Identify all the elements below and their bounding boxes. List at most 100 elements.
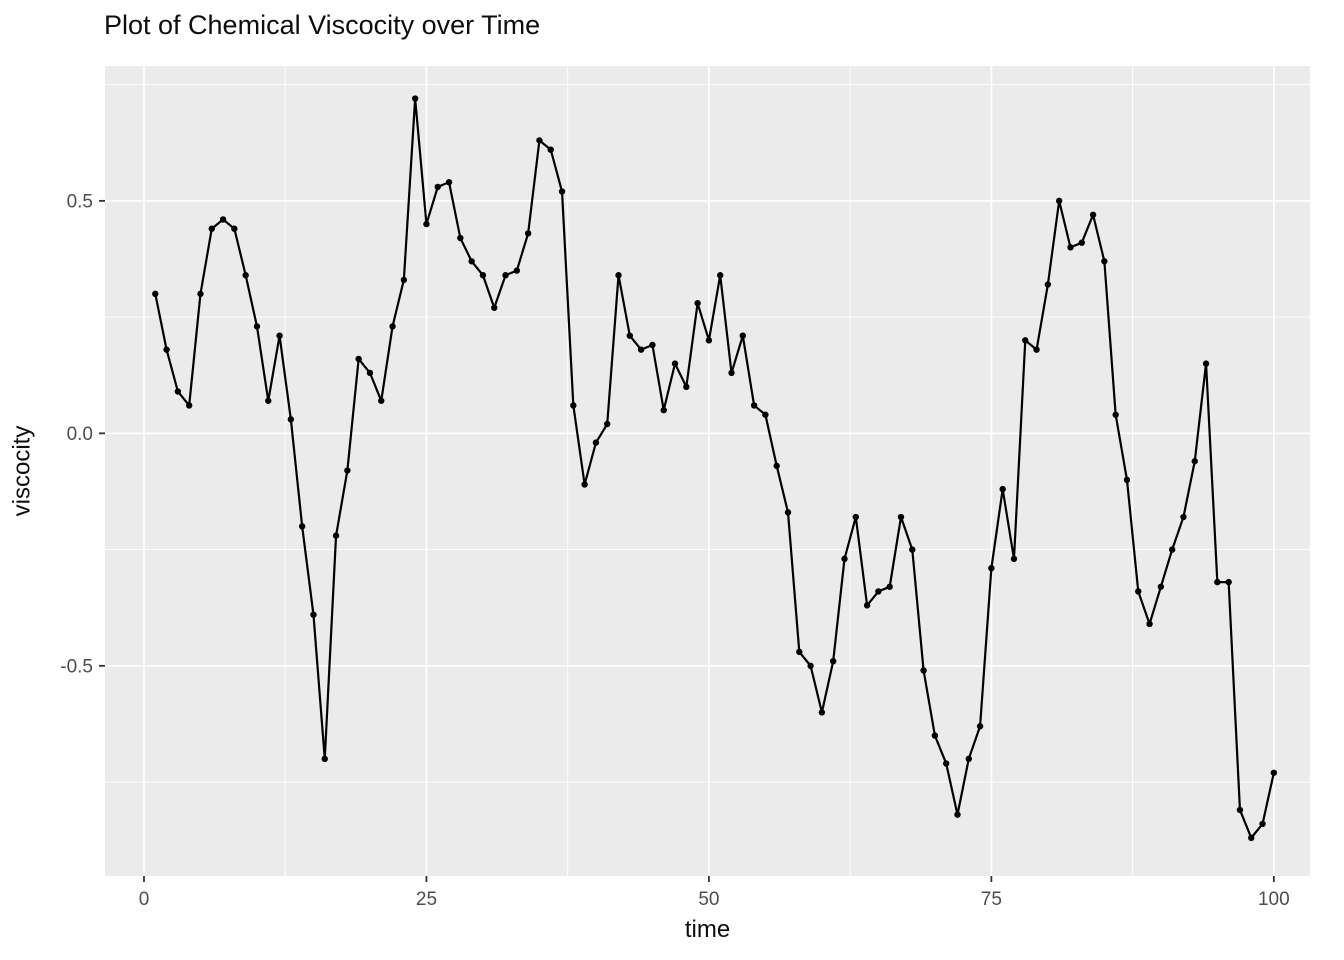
chart-title: Plot of Chemical Viscocity over Time: [104, 10, 541, 40]
data-point: [807, 662, 814, 670]
data-point: [942, 760, 950, 767]
data-point: [818, 709, 826, 716]
data-point: [796, 648, 803, 656]
y-axis-title-box: viscocity: [0, 66, 44, 876]
data-point: [581, 481, 588, 488]
x-tick-label: 75: [981, 889, 1002, 910]
data-point: [1259, 820, 1266, 828]
data-point: [1180, 513, 1187, 521]
data-point: [468, 258, 475, 265]
data-point: [1078, 239, 1085, 246]
data-point: [547, 146, 554, 153]
data-point: [615, 272, 622, 279]
x-axis-title: time: [684, 916, 731, 943]
data-point: [558, 188, 566, 195]
data-point: [502, 272, 509, 279]
data-point: [1010, 555, 1018, 563]
x-tick-label: 0: [139, 889, 150, 910]
data-point: [637, 346, 645, 353]
data-point: [366, 369, 374, 377]
data-point: [197, 290, 204, 298]
data-point: [321, 755, 328, 763]
data-point: [1101, 258, 1108, 265]
data-point: [999, 485, 1006, 493]
data-point: [231, 225, 238, 232]
data-point: [626, 332, 634, 339]
data-point: [954, 811, 961, 818]
data-point: [524, 230, 532, 237]
data-point: [1191, 458, 1198, 465]
data-point: [332, 532, 340, 539]
data-point: [457, 234, 464, 242]
data-point: [773, 462, 780, 470]
data-point: [1168, 546, 1176, 553]
data-point: [1270, 769, 1278, 776]
data-point: [152, 290, 159, 298]
data-point: [920, 667, 927, 674]
data-point: [931, 732, 939, 739]
data-point: [976, 723, 984, 730]
data-line: [154, 97, 1275, 839]
data-point: [1236, 806, 1244, 814]
data-point: [988, 564, 995, 572]
x-tick-label: 100: [1258, 889, 1290, 910]
data-point: [434, 183, 441, 191]
data-point: [1225, 578, 1232, 586]
data-point: [423, 220, 430, 228]
data-point: [1044, 281, 1052, 288]
data-point: [253, 323, 261, 330]
data-point: [400, 276, 408, 284]
data-point: [378, 397, 385, 404]
data-point: [1248, 834, 1255, 842]
data-point: [841, 555, 848, 563]
data-point: [491, 304, 498, 311]
y-tick-label: 0.5: [67, 191, 93, 212]
data-point: [592, 439, 600, 446]
data-point: [1067, 244, 1074, 251]
data-point: [1112, 411, 1119, 418]
x-tick-label: 25: [416, 889, 437, 910]
data-point: [287, 416, 295, 423]
data-point: [863, 602, 871, 609]
y-tick-label: 0.0: [67, 424, 93, 445]
data-point: [389, 323, 396, 330]
data-point: [1135, 588, 1142, 595]
data-point: [1033, 346, 1040, 353]
data-point: [1146, 620, 1153, 628]
data-point: [660, 406, 667, 414]
data-point: [694, 299, 701, 307]
data-point: [886, 583, 893, 590]
data-point: [445, 179, 453, 186]
data-point: [208, 225, 215, 232]
data-point: [513, 267, 521, 274]
data-point: [1157, 583, 1165, 590]
data-point: [355, 355, 362, 363]
data-point: [717, 272, 724, 279]
data-point: [739, 332, 747, 339]
data-point: [965, 755, 972, 763]
data-point: [829, 657, 837, 665]
data-point: [705, 337, 713, 344]
data-point: [265, 397, 272, 404]
x-tick-label: 50: [698, 889, 719, 910]
data-point: [219, 216, 227, 223]
data-point: [174, 388, 182, 395]
data-point: [1089, 211, 1097, 218]
data-point: [1022, 337, 1029, 344]
data-point: [784, 509, 792, 516]
data-point: [298, 523, 306, 530]
data-point: [1202, 360, 1210, 367]
data-point: [762, 411, 769, 418]
data-point: [344, 467, 351, 474]
data-point: [1055, 197, 1063, 205]
data-point: [242, 272, 249, 279]
data-point: [310, 611, 317, 618]
data-point: [411, 95, 419, 102]
data-point: [163, 346, 170, 353]
data-point: [909, 546, 916, 553]
y-axis-title: viscocity: [8, 425, 35, 517]
y-tick-label: -0.5: [60, 656, 93, 677]
data-point: [671, 360, 679, 367]
